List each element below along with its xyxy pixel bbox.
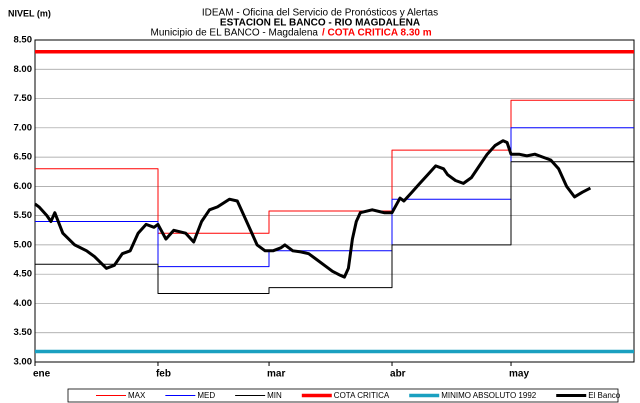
y-tick-label: 7.00 — [14, 122, 33, 133]
chart-title-2: ESTACION EL BANCO - RIO MAGDALENA — [220, 18, 420, 29]
y-tick-label: 5.50 — [14, 210, 33, 221]
y-tick-label: 4.50 — [14, 269, 33, 280]
annotation: / COTA CRITICA 8.30 m — [322, 28, 432, 39]
x-tick-label: feb — [156, 369, 171, 380]
y-tick-label: 4.00 — [14, 298, 33, 309]
y-tick-label: 8.50 — [14, 35, 33, 46]
y-tick-label: 7.50 — [14, 93, 33, 104]
legend-label: El Banco — [588, 391, 621, 400]
x-tick-label: may — [509, 369, 529, 380]
legend-box — [67, 388, 619, 403]
x-tick-label: ene — [33, 369, 51, 380]
chart-title: IDEAM - Oficina del Servicio de Pronósti… — [202, 8, 438, 19]
chart-subtitle: Municipio de EL BANCO - Magdalena — [151, 28, 319, 39]
plot-frame — [34, 39, 635, 363]
series-line — [35, 161, 634, 294]
y-axis-label: NIVEL (m) — [8, 8, 51, 18]
x-tick-label: mar — [267, 369, 285, 380]
x-tick-label: abr — [390, 369, 406, 380]
y-tick-label: 5.00 — [14, 239, 33, 250]
y-tick-label: 3.00 — [14, 357, 33, 368]
y-tick-label: 6.50 — [14, 152, 33, 163]
legend-label: MED — [197, 391, 215, 400]
series-line — [34, 139, 592, 279]
y-tick-label: 8.00 — [14, 64, 33, 75]
series-line — [35, 99, 634, 234]
legend-label: MAX — [128, 391, 146, 400]
y-tick-label: 3.50 — [14, 327, 33, 338]
legend-label: MINIMO ABSOLUTO 1992 — [441, 391, 537, 400]
y-tick-label: 6.00 — [14, 181, 33, 192]
series-line — [35, 127, 634, 268]
legend-label: COTA CRITICA — [334, 391, 390, 400]
legend-label: MIN — [267, 391, 282, 400]
